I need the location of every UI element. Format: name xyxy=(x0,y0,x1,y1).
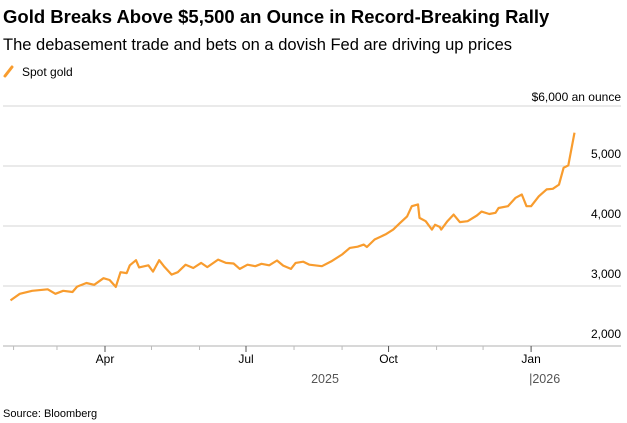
year-label-2026: |2026 xyxy=(529,372,560,386)
y-tick-label-2000: 2,000 xyxy=(591,327,621,341)
chart-subtitle: The debasement trade and bets on a dovis… xyxy=(3,36,512,54)
y-tick-label-4000: 4,000 xyxy=(591,207,621,221)
x-tick-label-jan: Jan xyxy=(521,352,540,366)
y-tick-label-5000: 5,000 xyxy=(591,147,621,161)
series-line-spot-gold xyxy=(9,132,576,302)
year-label-2025: 2025 xyxy=(311,372,339,386)
legend-label-spot-gold: Spot gold xyxy=(22,65,73,79)
y-tick-label-3000: 3,000 xyxy=(591,267,621,281)
x-tick-label-oct: Oct xyxy=(379,352,398,366)
y-axis-unit-label: $6,000 an ounce xyxy=(532,90,622,104)
x-tick-label-apr: Apr xyxy=(96,352,115,366)
chart-title: Gold Breaks Above $5,500 an Ounce in Rec… xyxy=(3,6,550,27)
x-tick-label-jul: Jul xyxy=(238,352,253,366)
slash-line-icon xyxy=(3,65,14,78)
legend: Spot gold xyxy=(3,65,73,79)
source-note: Source: Bloomberg xyxy=(3,408,97,420)
